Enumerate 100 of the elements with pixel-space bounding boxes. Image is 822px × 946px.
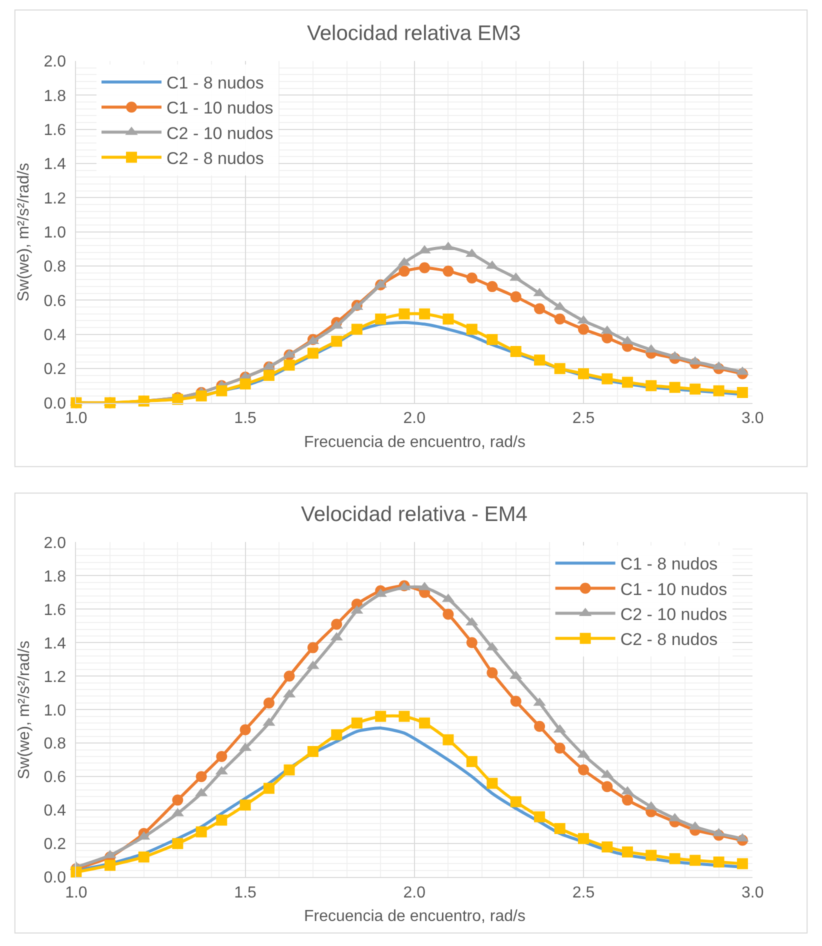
y-tick-label: 0.2 (44, 836, 66, 854)
point (554, 742, 566, 754)
x-tick-label: 2.0 (403, 410, 426, 427)
point (510, 346, 522, 357)
y-tick-label: 0.8 (44, 736, 66, 753)
point (736, 387, 748, 398)
point (351, 324, 362, 335)
x-axis-title: Frecuencia de encuentro, rad/s (304, 908, 526, 925)
point (284, 764, 295, 776)
y-tick-label: 1.2 (44, 668, 66, 686)
point (419, 308, 430, 320)
y-tick-label: 0.8 (44, 258, 66, 276)
point (510, 696, 522, 707)
point (534, 720, 546, 732)
x-tick-label: 3.0 (741, 410, 764, 427)
y-tick-label: 1.0 (44, 702, 66, 720)
point (375, 710, 386, 722)
legend-label: C1 - 8 nudos (166, 74, 264, 93)
y-tick-label: 0.0 (44, 870, 66, 887)
point (622, 376, 633, 388)
point (263, 697, 274, 708)
point (284, 360, 295, 371)
x-tick-label: 2.5 (572, 884, 595, 902)
y-tick-label: 0.6 (44, 292, 66, 310)
point (534, 811, 546, 822)
point (713, 385, 724, 396)
point (578, 324, 590, 335)
point (534, 354, 546, 366)
point (307, 642, 318, 654)
point (486, 281, 498, 292)
point (240, 800, 251, 811)
x-axis-title: Frecuencia de encuentro, rad/s (304, 434, 526, 451)
point (466, 756, 478, 768)
y-tick-label: 1.8 (44, 568, 66, 586)
point (602, 332, 613, 344)
x-tick-label: 1.5 (234, 410, 257, 427)
legend-label: C1 - 8 nudos (620, 554, 718, 574)
point (466, 272, 478, 284)
point (466, 324, 478, 335)
point (419, 262, 430, 274)
point (196, 390, 207, 402)
y-tick-label: 1.8 (44, 88, 66, 105)
point (375, 314, 386, 325)
point (690, 384, 701, 395)
point (622, 846, 633, 858)
point (486, 778, 498, 789)
point (578, 833, 590, 844)
point (216, 751, 228, 762)
point (466, 637, 478, 648)
chart-title: Velocidad relativa EM3 (307, 22, 521, 45)
point (554, 363, 566, 374)
x-tick-label: 1.5 (234, 884, 257, 902)
point (646, 850, 657, 861)
point (602, 781, 613, 792)
point (172, 794, 184, 806)
y-tick-label: 2.0 (44, 534, 66, 552)
point (578, 368, 590, 380)
point (196, 771, 207, 782)
point (196, 826, 207, 838)
point (138, 851, 150, 862)
legend-label: C2 - 8 nudos (166, 148, 264, 168)
point (578, 764, 590, 776)
x-tick-label: 2.5 (572, 410, 595, 427)
y-tick-label: 1.4 (44, 635, 66, 652)
point (690, 854, 701, 866)
point (331, 336, 342, 347)
point (486, 334, 498, 346)
x-tick-label: 1.0 (65, 410, 88, 427)
point (240, 724, 251, 736)
legend-label: C1 - 10 nudos (620, 580, 728, 599)
legend-label: C2 - 10 nudos (166, 124, 274, 143)
legend-label: C1 - 10 nudos (166, 98, 274, 118)
point (442, 734, 454, 746)
point (284, 670, 295, 682)
point (104, 860, 116, 871)
point (351, 718, 362, 729)
point (736, 858, 748, 870)
y-tick-label: 0.4 (44, 802, 66, 820)
point (602, 841, 613, 852)
point (486, 667, 498, 678)
y-tick-label: 0.4 (44, 327, 66, 344)
legend-label: C2 - 10 nudos (620, 604, 728, 624)
point (442, 314, 454, 325)
point (216, 385, 228, 396)
y-tick-label: 1.4 (44, 156, 66, 174)
point (713, 856, 724, 868)
point (331, 618, 342, 630)
y-tick-label: 1.6 (44, 602, 66, 619)
legend-label: C2 - 8 nudos (620, 630, 718, 650)
point (442, 266, 454, 277)
chart-title: Velocidad relativa - EM4 (301, 503, 528, 526)
point (307, 348, 318, 359)
point (554, 314, 566, 325)
point (510, 291, 522, 302)
point (331, 729, 342, 740)
y-axis-title: Sw(we), m²/s²/rad/s (16, 640, 33, 780)
point (669, 382, 680, 393)
y-tick-label: 1.2 (44, 190, 66, 208)
y-tick-label: 1.6 (44, 122, 66, 139)
y-tick-label: 0.6 (44, 769, 66, 786)
